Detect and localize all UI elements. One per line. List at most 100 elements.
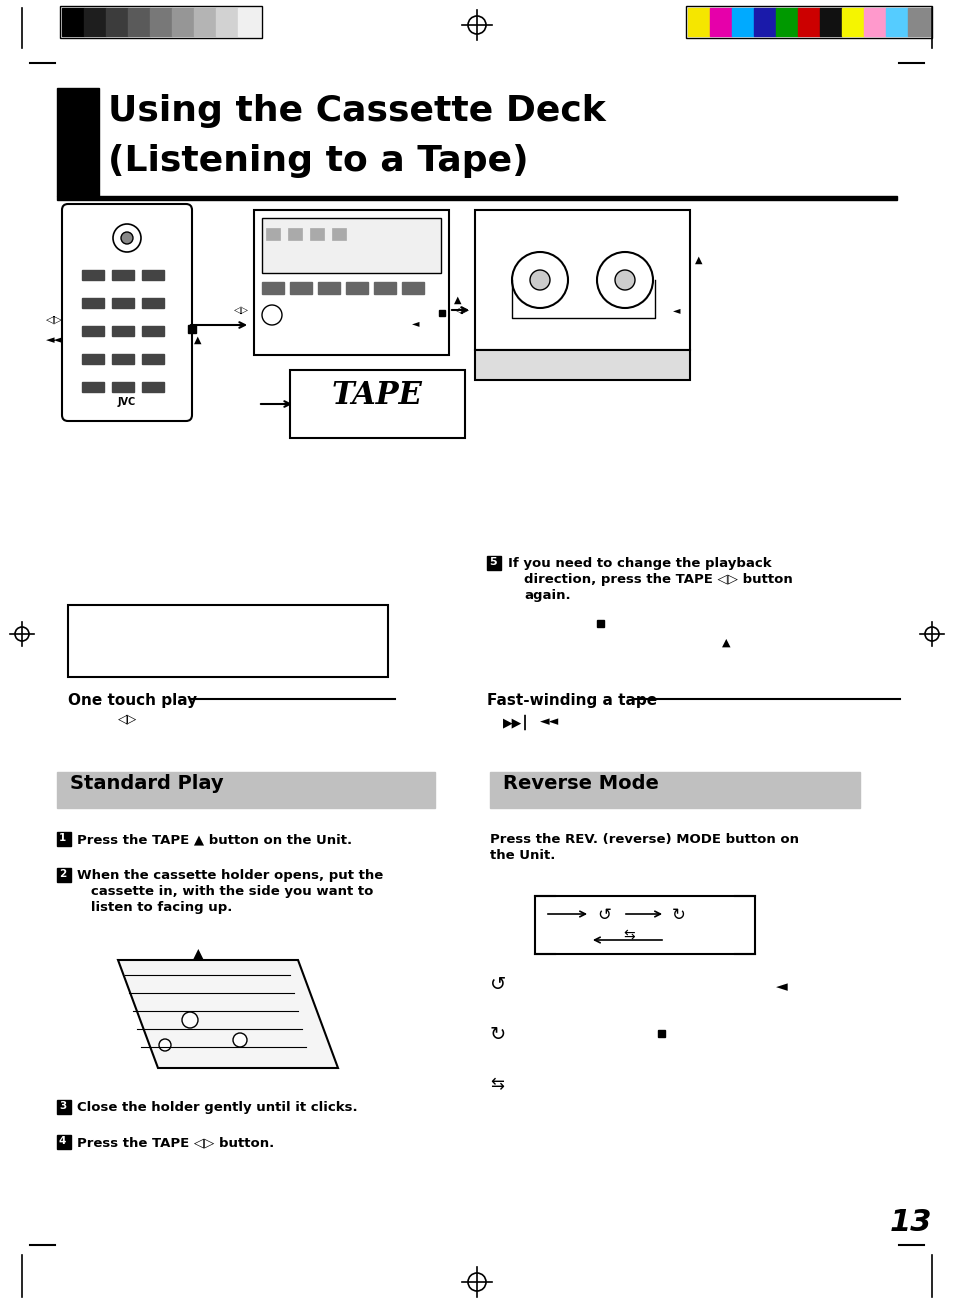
Text: 4: 4 (59, 1136, 67, 1146)
Bar (57, 1100, 71, 1114)
Text: Press the TAPE ▲ button on the Unit.: Press the TAPE ▲ button on the Unit. (77, 833, 352, 846)
Bar (731, 8, 753, 37)
Text: ◄◄: ◄◄ (46, 335, 63, 345)
Text: cassette in, with the side you want to: cassette in, with the side you want to (77, 885, 373, 898)
Text: the Unit.: the Unit. (490, 850, 555, 863)
Text: Using the Cassette Deck: Using the Cassette Deck (108, 94, 605, 128)
Text: If you need to change the playback: If you need to change the playback (507, 557, 771, 570)
Bar (82, 325, 104, 336)
Text: ◁▷: ◁▷ (233, 305, 249, 315)
Bar (290, 370, 464, 438)
Bar (112, 298, 133, 308)
Text: ◁▷: ◁▷ (455, 305, 470, 315)
Text: 1: 1 (59, 833, 66, 843)
Bar (112, 325, 133, 336)
Text: ⇆: ⇆ (622, 928, 634, 942)
Bar (907, 8, 929, 37)
Circle shape (262, 305, 282, 325)
Text: Close the holder gently until it clicks.: Close the holder gently until it clicks. (77, 1100, 357, 1114)
Bar (142, 354, 164, 365)
Bar (193, 8, 215, 37)
Bar (57, 868, 71, 882)
Bar (82, 382, 104, 392)
Bar (310, 227, 324, 240)
Text: ◁▷: ◁▷ (118, 712, 137, 725)
Text: ◄◄: ◄◄ (539, 715, 558, 728)
Bar (262, 282, 284, 294)
Bar (60, 7, 262, 38)
Text: JVC: JVC (118, 397, 136, 406)
Bar (142, 271, 164, 280)
Text: One touch play: One touch play (68, 693, 197, 708)
Bar (863, 8, 885, 37)
Text: ▲: ▲ (193, 335, 201, 345)
Text: 5: 5 (489, 557, 497, 567)
Bar (438, 310, 444, 316)
Bar (841, 8, 863, 37)
Bar (128, 8, 150, 37)
Text: ▲: ▲ (721, 638, 729, 648)
Bar (82, 354, 104, 365)
Bar (885, 8, 907, 37)
Bar (142, 298, 164, 308)
Bar (57, 196, 896, 200)
Bar (142, 382, 164, 392)
Bar (290, 282, 312, 294)
Bar (687, 8, 709, 37)
Bar (112, 271, 133, 280)
Bar (112, 354, 133, 365)
Bar (475, 350, 689, 380)
Bar (266, 227, 280, 240)
Text: ▲: ▲ (695, 255, 701, 265)
Bar (820, 8, 841, 37)
Text: ⇆: ⇆ (490, 1074, 503, 1093)
Bar (658, 1030, 664, 1036)
Text: 2: 2 (59, 869, 66, 880)
Bar (57, 88, 99, 196)
Bar (68, 605, 388, 677)
Text: ◄: ◄ (411, 318, 418, 328)
Bar (57, 772, 435, 808)
Bar (253, 210, 449, 356)
Bar (84, 8, 106, 37)
Text: 13: 13 (889, 1208, 931, 1236)
Text: ◁▷: ◁▷ (46, 315, 63, 325)
Bar (188, 325, 195, 333)
Text: ↻: ↻ (671, 906, 685, 924)
Circle shape (112, 223, 141, 252)
Text: ↺: ↺ (490, 975, 506, 995)
Text: again.: again. (523, 589, 570, 603)
Bar (709, 8, 731, 37)
Text: ↺: ↺ (597, 906, 610, 924)
Bar (237, 8, 260, 37)
Circle shape (597, 252, 652, 308)
Text: Press the TAPE ◁▷ button.: Press the TAPE ◁▷ button. (77, 1136, 274, 1149)
Bar (262, 218, 440, 273)
Text: ▲: ▲ (454, 295, 461, 305)
Text: Press the REV. (reverse) MODE button on: Press the REV. (reverse) MODE button on (490, 833, 799, 846)
Bar (62, 8, 84, 37)
Bar (490, 772, 859, 808)
Text: ◄: ◄ (672, 305, 679, 315)
Bar (753, 8, 775, 37)
Bar (57, 833, 71, 846)
Circle shape (121, 233, 132, 244)
Bar (82, 271, 104, 280)
Text: When the cassette holder opens, put the: When the cassette holder opens, put the (77, 869, 383, 882)
Circle shape (233, 1033, 247, 1047)
Bar (597, 620, 603, 627)
Text: Standard Play: Standard Play (70, 774, 223, 793)
Circle shape (182, 1012, 198, 1029)
Bar (150, 8, 172, 37)
Polygon shape (118, 961, 337, 1068)
Bar (172, 8, 193, 37)
Bar (685, 7, 931, 38)
Bar (82, 298, 104, 308)
Text: ▲: ▲ (193, 946, 203, 961)
Circle shape (615, 271, 635, 290)
Text: Reverse Mode: Reverse Mode (502, 774, 659, 793)
Circle shape (512, 252, 567, 308)
Text: TAPE: TAPE (332, 380, 422, 410)
Text: ◄: ◄ (775, 979, 787, 995)
Text: 3: 3 (59, 1100, 66, 1111)
